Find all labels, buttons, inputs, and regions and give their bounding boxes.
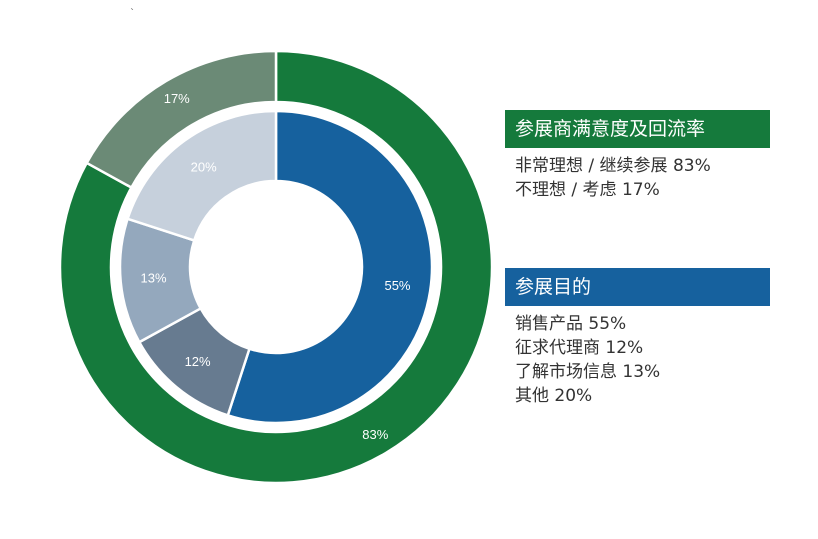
satisfaction-item-consider: 不理想 / 考虑 17% <box>515 180 660 200</box>
outer-slice-1 <box>85 49 278 190</box>
inner-slice-3 <box>126 109 278 242</box>
purpose-item-other: 其他 20% <box>515 386 593 406</box>
purpose-title: 参展目的 <box>505 268 770 306</box>
inner-slice-0 <box>226 109 434 425</box>
purpose-item-sales: 销售产品 55% <box>515 314 627 334</box>
satisfaction-title: 参展商满意度及回流率 <box>505 110 770 148</box>
inner-slice-label-2: 13% <box>141 271 167 286</box>
purpose-list: 销售产品 55% 征求代理商 12% 了解市场信息 13% 其他 20% <box>505 312 770 408</box>
purpose-item-agents: 征求代理商 12% <box>515 338 644 358</box>
satisfaction-item-continue: 非常理想 / 继续参展 83% <box>515 156 711 176</box>
purpose-legend-panel: 参展目的 销售产品 55% 征求代理商 12% 了解市场信息 13% 其他 20… <box>505 268 770 408</box>
purpose-item-market-info: 了解市场信息 13% <box>515 362 661 382</box>
stray-tick-mark: ` <box>130 8 135 19</box>
outer-slice-0 <box>58 49 494 485</box>
outer-slice-label-1: 17% <box>164 91 190 106</box>
donut-chart: 83% 17% 55% 12% 13% 20% <box>58 49 494 485</box>
inner-slice-label-0: 55% <box>384 278 410 293</box>
inner-slice-label-3: 20% <box>191 159 217 174</box>
satisfaction-legend-panel: 参展商满意度及回流率 非常理想 / 继续参展 83% 不理想 / 考虑 17% <box>505 110 770 202</box>
outer-slice-label-0: 83% <box>362 427 388 442</box>
inner-slice-label-1: 12% <box>185 354 211 369</box>
satisfaction-list: 非常理想 / 继续参展 83% 不理想 / 考虑 17% <box>505 154 770 202</box>
